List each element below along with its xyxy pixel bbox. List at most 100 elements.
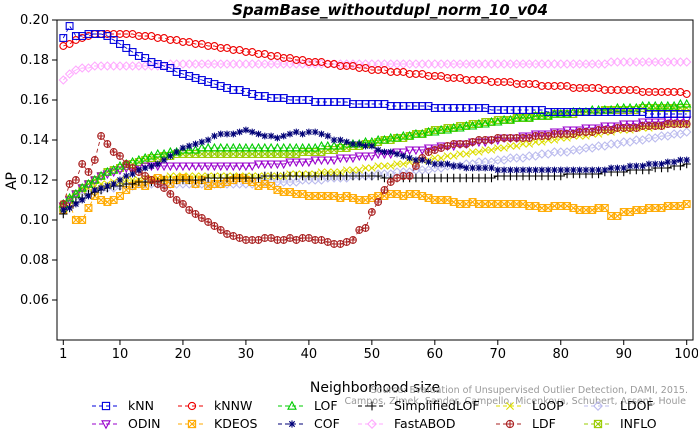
data-point [556,134,565,142]
data-point [97,132,106,140]
data-point [272,142,283,152]
data-point [273,134,281,142]
data-point [437,160,445,168]
data-point [154,160,162,168]
data-point [511,112,522,122]
data-point [475,148,483,156]
data-point [209,162,220,172]
data-point [399,160,408,168]
data-point [663,57,673,67]
data-point [71,176,80,184]
data-point [505,59,516,69]
x-tick-label: 60 [427,347,444,362]
data-point [215,59,226,69]
data-point [593,141,604,151]
series-layer [58,22,692,248]
data-point [101,420,111,430]
data-point [247,142,257,152]
data-point [234,142,245,152]
data-point [266,160,276,170]
data-point [278,59,289,69]
data-point [474,118,484,128]
data-point [361,164,370,172]
data-point [443,152,452,160]
data-point [538,166,546,174]
data-point [524,132,535,142]
data-point [456,162,464,170]
data-point [286,130,294,138]
data-point [209,142,220,152]
data-point [430,163,440,173]
data-point [373,134,383,144]
y-tick-label: 0.16 [20,93,49,108]
data-point [524,112,535,122]
data-point [431,160,439,168]
data-point [190,59,201,69]
data-point [531,132,540,140]
data-point [430,59,440,69]
data-point [241,59,251,69]
data-point [115,160,125,170]
data-point [418,156,426,164]
data-point [448,161,459,171]
data-point [681,127,692,137]
data-point [58,75,69,85]
data-point [341,154,352,164]
data-point [606,139,616,149]
data-point [272,177,283,187]
data-point [197,175,207,185]
data-point [475,164,483,172]
data-point [404,130,415,140]
data-point [116,40,124,48]
data-point [639,162,647,170]
data-point [658,160,665,168]
data-point [474,200,483,208]
data-point [140,152,150,162]
data-point [368,142,376,150]
data-point [77,63,87,73]
data-point [367,59,377,69]
data-point [285,177,295,187]
data-point [204,218,213,226]
data-point [335,140,346,150]
data-point [78,160,87,168]
data-point [192,140,199,148]
data-point [128,48,137,56]
data-point [278,160,289,170]
data-point [669,129,679,139]
data-point [543,59,553,69]
data-point [430,144,440,154]
data-point [404,146,415,156]
x-tick-label: 100 [674,347,698,362]
legend-item-fastabod: FastABOD [358,416,456,431]
data-point [387,148,395,156]
data-point [317,236,326,244]
data-point [342,166,351,174]
data-point [682,120,691,128]
data-point [59,34,68,42]
data-point [436,59,446,69]
data-point [530,130,541,140]
data-point [593,419,603,429]
data-point [531,138,540,146]
data-point [253,142,264,152]
data-point [505,419,515,429]
data-point [550,136,559,144]
data-point [481,146,489,154]
data-point [222,162,232,172]
data-point [398,59,409,69]
legend-item-odin: ODIN [92,416,161,431]
data-point [537,130,547,140]
data-point [563,134,571,142]
data-point [386,132,396,142]
data-point [362,142,369,150]
chart-title: SpamBase_withoutdupl_norm_10_v04 [232,1,548,19]
data-point [197,142,207,152]
data-point [160,156,168,164]
data-point [297,175,308,185]
data-point [399,152,407,160]
data-point [386,162,395,170]
data-point [625,57,635,67]
data-point [601,166,609,174]
data-point [304,142,314,152]
